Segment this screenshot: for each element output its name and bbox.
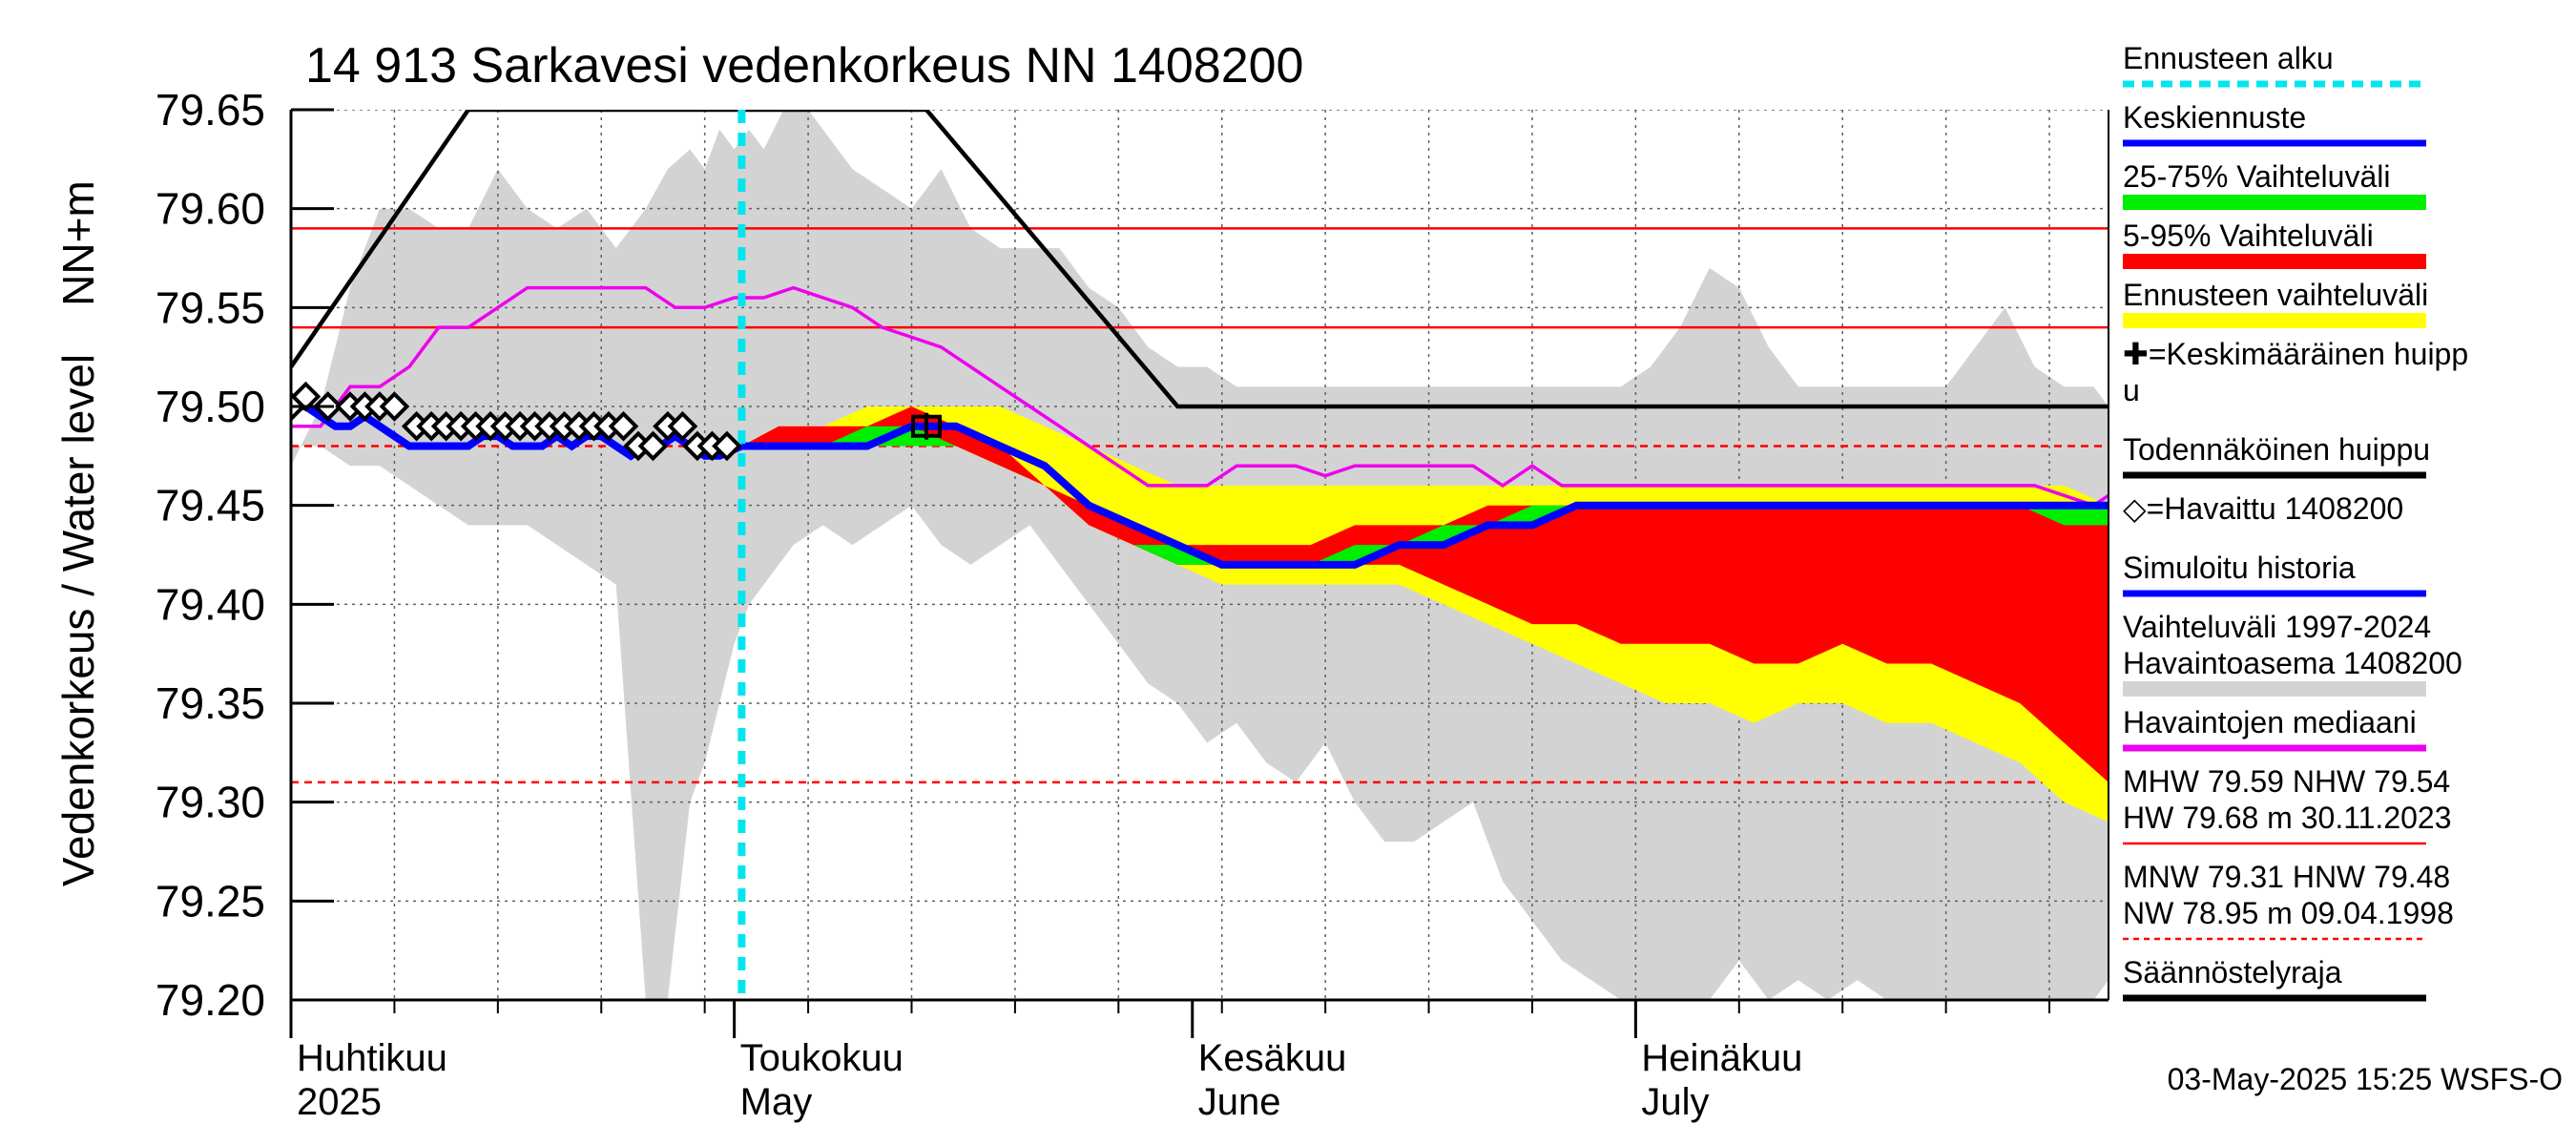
legend-swatch — [2123, 681, 2426, 697]
legend-item: Vaihteluväli 1997-2024 Havaintoasema 140… — [2123, 610, 2462, 697]
legend-label: Simuloitu historia — [2123, 551, 2356, 585]
legend-swatch — [2123, 254, 2426, 269]
y-axis-unit: NN+m — [53, 180, 103, 306]
y-tick-label: 79.55 — [156, 282, 265, 332]
x-month-label: Huhtikuu — [297, 1037, 447, 1079]
observation-point — [608, 410, 639, 442]
legend-item: Säännöstelyraja — [2123, 955, 2426, 1002]
observation-point — [712, 430, 742, 462]
x-month-label-en: June — [1198, 1081, 1281, 1123]
chart-title: 14 913 Sarkavesi vedenkorkeus NN 1408200 — [305, 38, 1303, 94]
y-tick-label: 79.30 — [156, 778, 265, 827]
y-tick-label: 79.40 — [156, 579, 265, 629]
legend-item: 25-75% Vaihteluväli — [2123, 159, 2426, 210]
regulation-limit-line — [291, 110, 2109, 409]
legend-label: Todennäköinen huippu — [2123, 432, 2430, 467]
x-month-label: Kesäkuu — [1198, 1037, 1347, 1079]
median-forecast-line — [741, 422, 2109, 569]
observation-point — [291, 381, 322, 412]
legend-swatch — [2123, 195, 2426, 210]
y-tick-label: 79.45 — [156, 481, 265, 531]
legend-swatch — [2123, 313, 2426, 328]
legend-item: Ennusteen alku — [2123, 41, 2426, 88]
x-month-label: Heinäkuu — [1641, 1037, 1802, 1079]
observation-median-line — [291, 285, 2109, 508]
legend-item: ◇=Havaittu 1408200 — [2123, 491, 2403, 526]
timestamp: 03-May-2025 15:25 WSFS-O — [2168, 1062, 2563, 1096]
legend-label: 5-95% Vaihteluväli — [2123, 219, 2374, 253]
observation-point — [667, 410, 698, 442]
legend-label: Vaihteluväli 1997-2024 — [2123, 610, 2431, 644]
y-tick-label: 79.35 — [156, 678, 265, 728]
legend-label-2: HW 79.68 m 30.11.2023 — [2123, 801, 2452, 835]
plot-area — [291, 110, 2109, 1000]
legend-label: Ennusteen vaihteluväli — [2123, 278, 2428, 312]
legend-label: MNW 79.31 HNW 79.48 — [2123, 860, 2450, 894]
x-month-label-en: 2025 — [297, 1081, 382, 1123]
axes: 79.65 79.60 79.55 79.50 79.45 79.40 79.35 79.30… — [156, 85, 2109, 1123]
legend-label-2: Havaintoasema 1408200 — [2123, 646, 2462, 680]
y-tick-label: 79.65 — [156, 85, 265, 135]
legend-label: Havaintojen mediaani — [2123, 705, 2417, 739]
legend-label: Keskiennuste — [2123, 100, 2306, 135]
y-axis-label: Vedenkorkeus / Water level — [53, 354, 103, 886]
legend: Ennusteen alku Keskiennuste 25-75% Vaihtel… — [2123, 41, 2468, 1002]
x-month-label: Toukokuu — [740, 1037, 904, 1079]
y-tick-label: 79.50 — [156, 382, 265, 431]
legend-item: Todennäköinen huippu — [2123, 432, 2430, 479]
x-month-label-en: July — [1641, 1081, 1709, 1123]
legend-label: Säännöstelyraja — [2123, 955, 2342, 989]
legend-label: ◇=Havaittu 1408200 — [2123, 491, 2403, 526]
legend-label: Ennusteen alku — [2123, 41, 2334, 75]
legend-label-2: NW 78.95 m 09.04.1998 — [2123, 896, 2454, 930]
legend-item: Ennusteen vaihteluväli — [2123, 278, 2428, 328]
legend-item: ✚=Keskimääräinen huippu — [2123, 337, 2468, 407]
observation-point — [379, 391, 410, 422]
y-tick-label: 79.60 — [156, 184, 265, 234]
legend-label: MHW 79.59 NHW 79.54 — [2123, 764, 2450, 799]
legend-label: 25-75% Vaihteluväli — [2123, 159, 2390, 194]
x-month-label-en: May — [740, 1081, 813, 1123]
legend-item: 5-95% Vaihteluväli — [2123, 219, 2426, 269]
legend-label: ✚=Keskimääräinen huipp — [2123, 337, 2468, 371]
legend-item: Havaintojen mediaani — [2123, 705, 2426, 752]
legend-label-2: u — [2123, 373, 2140, 407]
legend-item: Simuloitu historia — [2123, 551, 2426, 597]
observation-point — [637, 430, 669, 462]
legend-item: Keskiennuste — [2123, 100, 2426, 147]
y-tick-label: 79.25 — [156, 876, 265, 926]
y-tick-label: 79.20 — [156, 975, 265, 1025]
